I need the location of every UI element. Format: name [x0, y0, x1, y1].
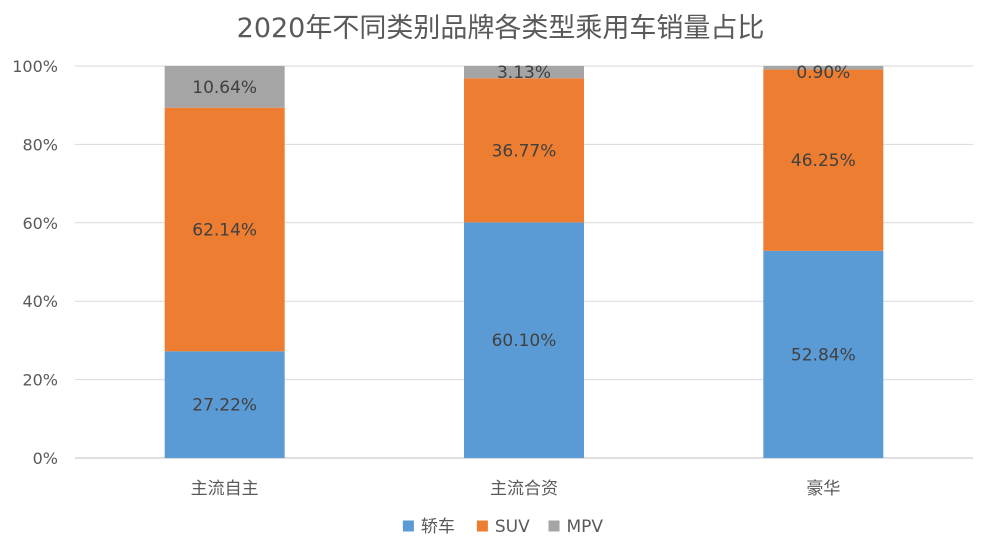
data-label: 60.10%: [492, 331, 557, 351]
x-tick-label: 豪华: [806, 478, 840, 499]
data-label: 62.14%: [192, 221, 257, 241]
y-tick-label: 0%: [33, 449, 58, 468]
data-label: 10.64%: [192, 78, 257, 98]
bar-segment: [164, 66, 285, 108]
y-tick-label: 40%: [22, 292, 58, 311]
legend-swatch: [548, 520, 560, 532]
y-tick-label: 100%: [12, 57, 58, 76]
bar-segment: [464, 222, 584, 458]
y-tick-label: 80%: [22, 135, 58, 154]
bar-segment: [763, 250, 884, 458]
bar-segment: [164, 351, 285, 458]
data-label: 36.77%: [492, 141, 557, 161]
legend-label: SUV: [495, 517, 530, 537]
legend-label: 轿车: [421, 517, 455, 537]
x-tick-label: 主流合资: [490, 479, 558, 499]
legend-swatch: [476, 520, 488, 532]
legend-swatch: [402, 520, 414, 532]
x-tick-label: 主流自主: [191, 479, 259, 499]
bar-segment: [763, 69, 884, 251]
data-label: 3.13%: [497, 63, 551, 83]
data-label: 46.25%: [791, 151, 856, 171]
bar-segment: [464, 78, 584, 223]
data-label: 52.84%: [791, 345, 856, 365]
data-label: 0.90%: [796, 63, 850, 83]
legend-label: MPV: [567, 517, 604, 537]
bar-segment: [763, 66, 884, 70]
chart-title: 2020年不同类别品牌各类型乘用车销量占比: [236, 13, 765, 44]
data-label: 27.22%: [192, 396, 257, 416]
y-tick-label: 60%: [22, 214, 58, 233]
y-tick-label: 20%: [22, 371, 58, 390]
bar-segment: [464, 66, 584, 79]
bar-segment: [164, 107, 285, 352]
